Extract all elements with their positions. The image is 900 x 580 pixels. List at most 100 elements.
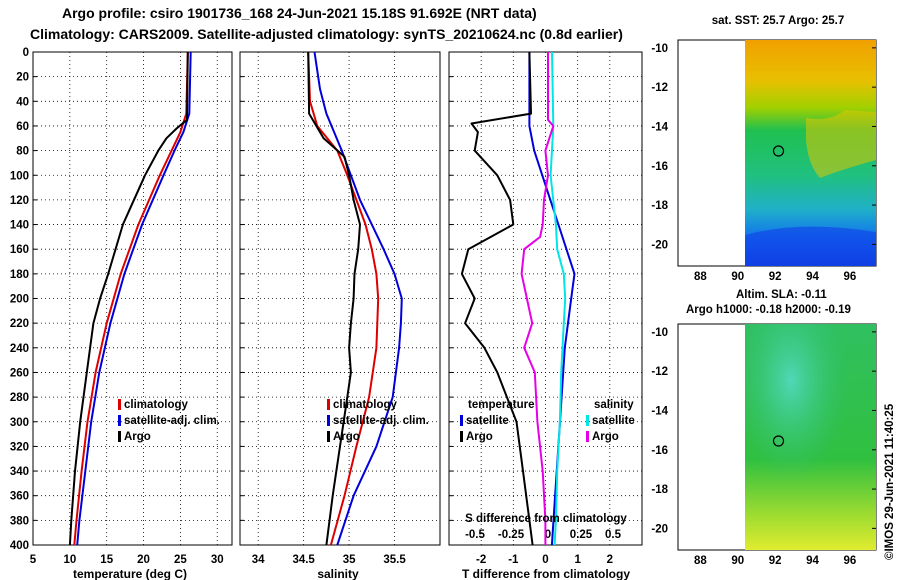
legend-swatch-t-argo <box>460 431 463 442</box>
legend-swatch-argo <box>118 431 121 442</box>
series-line-s-satellite <box>549 51 567 546</box>
temperature-legend: climatology satellite-adj. clim. Argo <box>118 399 220 443</box>
salinity-legend: climatology satellite-adj. clim. Argo <box>327 399 429 443</box>
y-tick-label: 100 <box>10 170 29 182</box>
series-line-t-argo <box>460 51 534 546</box>
legend-climatology: climatology <box>124 399 189 411</box>
temperature-xlabel: temperature (deg C) <box>73 567 187 580</box>
diff-legend: temperature satellite Argo salinity sate… <box>460 399 635 443</box>
map-y-tick-label: -16 <box>651 161 668 173</box>
x-top-tick-label: -0.5 <box>465 529 485 541</box>
x-top-tick-label: 0 <box>545 529 551 541</box>
legend-t-satellite: satellite <box>466 415 509 427</box>
series-line-s-argo <box>520 52 555 545</box>
sla-map <box>677 323 877 551</box>
x-tick-label: 34 <box>252 554 265 566</box>
map-y-tick-label: -14 <box>651 121 668 133</box>
map-y-tick-label: -14 <box>651 405 668 417</box>
map-y-tick-label: -18 <box>651 200 668 212</box>
figure-title-line2: Climatology: CARS2009. Satellite-adjuste… <box>30 26 623 42</box>
y-tick-label: 360 <box>10 491 29 503</box>
legend-argo: Argo <box>124 431 151 443</box>
y-tick-label: 280 <box>10 392 29 404</box>
y-tick-label: 180 <box>10 269 29 281</box>
legend-satellite: satellite-adj. clim. <box>124 415 220 427</box>
x-tick-label: 35.5 <box>383 554 406 566</box>
x-tick-label: 5 <box>30 554 37 566</box>
y-tick-label: 160 <box>10 244 29 256</box>
y-tick-label: 220 <box>10 318 29 330</box>
map-y-tick-label: -12 <box>651 82 668 94</box>
map-x-tick-label: 94 <box>806 271 819 283</box>
legend-swatch-satellite <box>118 415 121 426</box>
difference-panel: -2 -1 0 1 2 -0.5 -0.25 0 0.25 0.5 <box>448 51 643 566</box>
map-y-tick-label: -18 <box>651 484 668 496</box>
x-tick-label: 25 <box>174 554 187 566</box>
sla-map-axes: 88 90 92 94 96 -10 -12 -14 -16 -18 -20 <box>651 327 876 567</box>
argo-location-marker <box>772 435 785 447</box>
x-tick-label: -2 <box>476 554 486 566</box>
y-tick-label: 320 <box>10 441 29 453</box>
map-y-tick-label: -20 <box>651 523 668 535</box>
tdiff-xlabel: T difference from climatology <box>462 567 630 580</box>
sla-map-subtitle: Argo h1000: -0.18 h2000: -0.19 <box>686 304 851 316</box>
x-tick-label: 20 <box>137 554 150 566</box>
map-x-tick-label: 96 <box>843 271 856 283</box>
sdiff-xlabel: S difference from climatology <box>465 513 627 525</box>
sst-map <box>677 39 877 267</box>
series-line-argo <box>307 51 361 546</box>
y-tick-label: 0 <box>23 47 29 59</box>
map-x-tick-label: 94 <box>806 555 819 567</box>
y-tick-label: 300 <box>10 417 29 429</box>
legend-swatch-climatology <box>327 399 330 410</box>
legend-swatch-satellite <box>327 415 330 426</box>
sst-cool-band <box>745 226 876 266</box>
sla-map-high <box>745 324 876 550</box>
map-y-tick-label: -10 <box>651 327 668 339</box>
map-x-tick-label: 92 <box>769 271 782 283</box>
legend-satellite: satellite-adj. clim. <box>333 415 429 427</box>
legend-swatch-s-satellite <box>586 415 589 426</box>
map-y-tick-label: -10 <box>651 43 668 55</box>
legend-argo: Argo <box>333 431 360 443</box>
x-top-tick-label: -0.25 <box>498 529 525 541</box>
y-tick-label: 240 <box>10 343 29 355</box>
series-line-argo <box>68 51 189 546</box>
y-tick-label: 380 <box>10 515 29 527</box>
map-y-tick-label: -20 <box>651 239 668 251</box>
map-x-tick-label: 96 <box>843 555 856 567</box>
x-tick-label: 0 <box>542 554 548 566</box>
y-tick-label: 260 <box>10 367 29 379</box>
map-y-tick-label: -16 <box>651 445 668 457</box>
map-x-tick-label: 90 <box>731 555 744 567</box>
legend-climatology: climatology <box>333 399 398 411</box>
x-top-tick-label: 0.5 <box>605 529 622 541</box>
x-tick-label: 1 <box>574 554 581 566</box>
y-tick-label: 40 <box>16 96 29 108</box>
x-tick-label: -1 <box>508 554 519 566</box>
y-tick-label: 400 <box>10 540 29 552</box>
legend-t-title: temperature <box>468 399 534 411</box>
salinity-xlabel: salinity <box>317 567 359 580</box>
legend-s-argo: Argo <box>592 431 619 443</box>
legend-swatch-argo <box>327 431 330 442</box>
legend-swatch-t-satellite <box>460 415 463 426</box>
map-x-tick-label: 88 <box>694 271 707 283</box>
sst-warm-tongue <box>806 110 876 178</box>
imos-credit: ©IMOS 29-Jun-2021 11:40:25 <box>884 403 896 560</box>
x-top-tick-label: 0.25 <box>570 529 593 541</box>
series-line-climatology <box>73 51 189 546</box>
legend-swatch-s-argo <box>586 431 589 442</box>
x-tick-label: 35 <box>343 554 356 566</box>
y-tick-label: 20 <box>16 72 29 84</box>
x-tick-label: 2 <box>607 554 613 566</box>
figure-title-line1: Argo profile: csiro 1901736_168 24-Jun-2… <box>62 5 537 21</box>
map-x-tick-label: 92 <box>769 555 782 567</box>
series-line-satellite-adj-clim- <box>76 51 192 546</box>
series-line-satellite-adj-clim- <box>313 51 403 546</box>
temperature-frame <box>32 51 233 546</box>
y-tick-label: 120 <box>10 195 29 207</box>
x-tick-label: 10 <box>63 554 76 566</box>
sst-map-axes: 88 90 92 94 96 -10 -12 -14 -16 -18 -20 <box>651 43 876 283</box>
